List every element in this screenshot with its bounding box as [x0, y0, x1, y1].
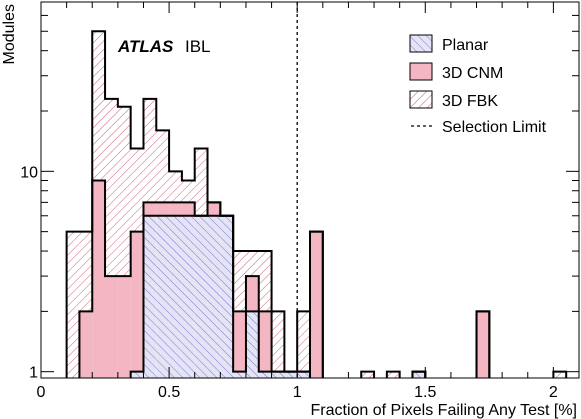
bar-fbk-15	[258, 371, 272, 378]
bar-planar-9	[181, 180, 195, 203]
bar-cnm-32	[476, 311, 490, 378]
y-tick-label: 10	[20, 164, 38, 181]
bar-planar-5	[130, 148, 144, 232]
bar-planar-18	[297, 311, 310, 372]
bar-planar-15	[258, 251, 272, 312]
bar-cnm-7	[156, 202, 170, 216]
bar-fbk-16	[271, 371, 285, 378]
x-tick-label: 0	[37, 384, 46, 401]
legend-label-planar: Planar	[442, 37, 489, 54]
bar-fbk-12	[220, 215, 234, 378]
bar-fbk-6	[143, 215, 157, 378]
legend-swatch-cnm	[409, 62, 433, 81]
legend-label-fbk: 3D FBK	[442, 93, 498, 110]
bar-fbk-13	[233, 371, 246, 378]
bar-planar-14	[245, 251, 259, 277]
y-tick-label: 1	[29, 365, 38, 382]
atlas-brand: ATLAS	[117, 37, 174, 56]
bar-planar-13	[233, 251, 246, 312]
bar-cnm-11	[207, 202, 221, 216]
bar-fbk-11	[207, 215, 221, 378]
bar-fbk-18	[297, 371, 310, 378]
bar-cnm-6	[143, 202, 157, 216]
bar-planar-23	[361, 371, 375, 378]
bar-cnm-19	[310, 231, 323, 378]
legend-label-selection: Selection Limit	[442, 119, 547, 136]
bar-cnm-9	[181, 202, 195, 216]
legend-swatch-fbk	[409, 90, 433, 109]
bar-fbk-8	[169, 215, 182, 378]
bar-cnm-13	[233, 311, 246, 372]
bar-cnm-2	[92, 180, 106, 378]
x-axis-label: Fraction of Pixels Failing Any Test [%]	[311, 402, 577, 419]
x-tick-label: 1.5	[414, 384, 436, 401]
x-tick-label: 0.5	[158, 384, 180, 401]
bar-planar-38	[553, 371, 567, 378]
bar-planar-8	[169, 171, 182, 203]
bar-planar-6	[143, 98, 157, 203]
bar-cnm-15	[258, 311, 272, 372]
atlas-ibl-text: IBL	[185, 37, 211, 56]
atlas-label: ATLAS IBL	[117, 37, 211, 56]
x-tick-label: 2	[549, 384, 558, 401]
plot-frame	[40, 1, 580, 379]
bar-planar-3	[105, 98, 118, 277]
bar-cnm-1	[79, 311, 93, 378]
bar-planar-4	[117, 106, 131, 277]
bar-planar-0	[66, 231, 80, 378]
ticks-layer: 0 0.5 1 1.5 2 1 10	[20, 1, 580, 401]
bar-planar-10	[194, 148, 208, 216]
bar-cnm-3	[105, 276, 118, 378]
bar-planar-16	[271, 311, 285, 372]
bar-planar-2	[92, 31, 106, 181]
y-axis-label: Modules	[1, 4, 18, 64]
bar-planar-25	[386, 371, 400, 378]
bar-planar-1	[79, 231, 93, 312]
bar-fbk-10	[194, 215, 208, 378]
bar-fbk-7	[156, 215, 170, 378]
bar-cnm-14	[245, 276, 259, 312]
bar-cnm-4	[117, 276, 131, 378]
bars-layer	[65, 30, 568, 378]
bar-planar-7	[156, 130, 170, 203]
legend-swatch-planar	[409, 34, 433, 53]
bar-fbk-14	[245, 311, 259, 378]
bar-fbk-5	[130, 371, 144, 378]
bar-cnm-8	[169, 202, 182, 216]
bar-fbk-17	[284, 371, 298, 378]
bar-fbk-27	[412, 371, 426, 378]
legend: Planar 3D CNM 3D FBK Selection Limit	[409, 34, 547, 136]
legend-label-cnm: 3D CNM	[442, 65, 503, 82]
bar-cnm-5	[130, 231, 144, 372]
bar-fbk-9	[181, 215, 195, 378]
x-tick-label: 1	[293, 384, 302, 401]
